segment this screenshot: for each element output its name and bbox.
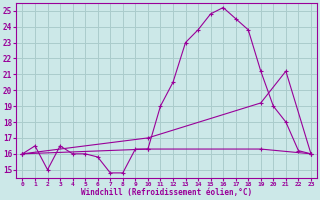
X-axis label: Windchill (Refroidissement éolien,°C): Windchill (Refroidissement éolien,°C) bbox=[81, 188, 252, 197]
